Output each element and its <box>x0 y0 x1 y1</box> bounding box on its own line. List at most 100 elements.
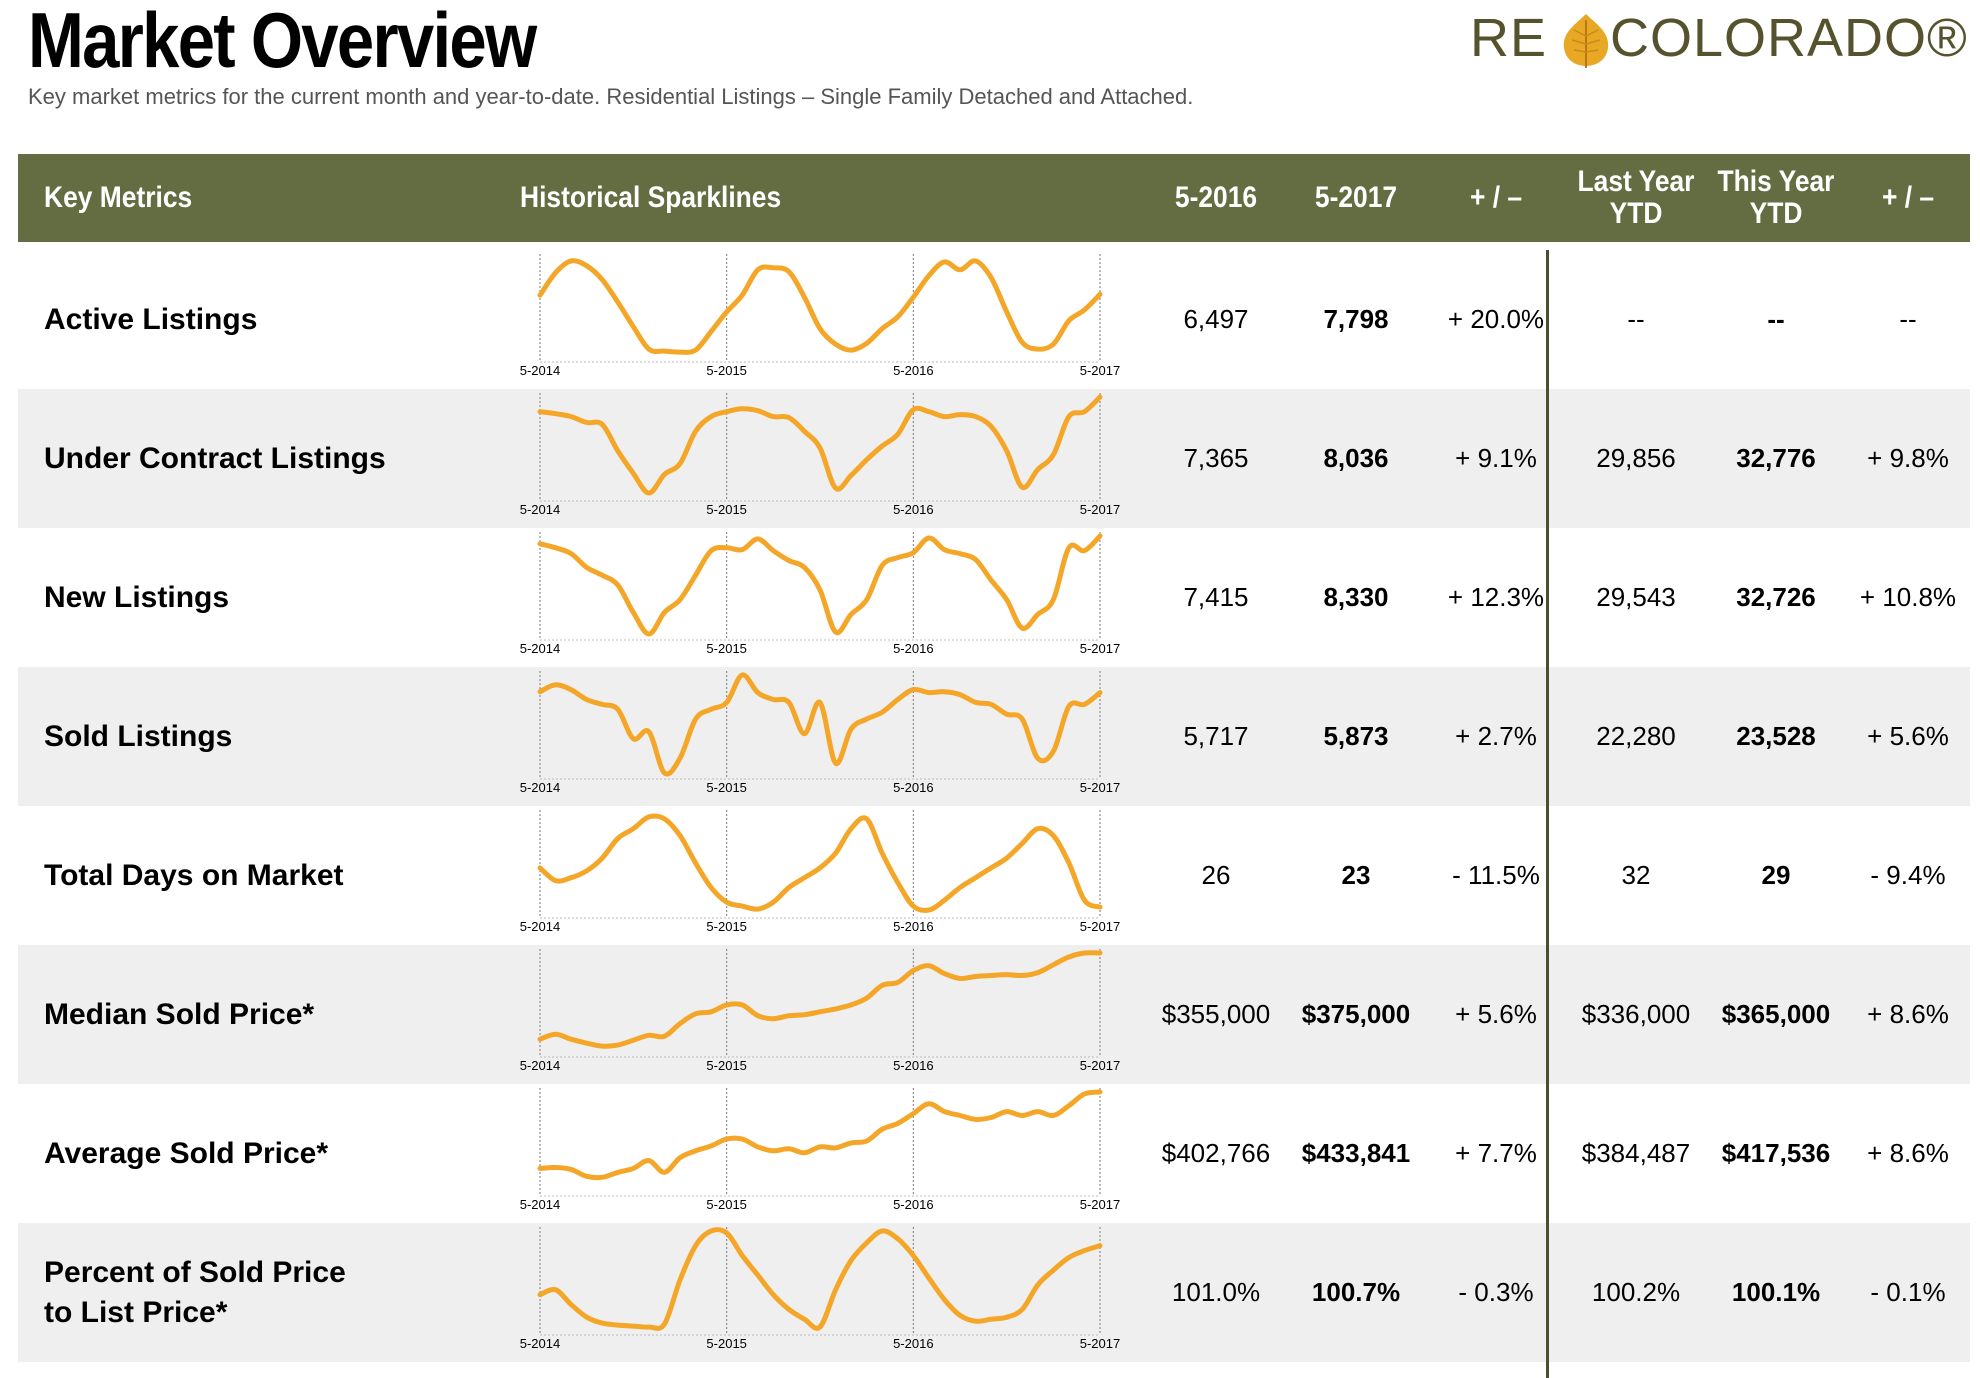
metric-label: Total Days on Market <box>44 858 344 892</box>
value-ytd-change: + 10.8% <box>1859 582 1957 612</box>
value-5-2016: 26 <box>1201 860 1231 890</box>
value-last-year-ytd: -- <box>1627 304 1645 334</box>
value-5-2016: 5,717 <box>1183 721 1249 751</box>
metric-label: Percent of Sold Price to List Price* <box>44 1255 346 1329</box>
col-5-2016: 5-2016 <box>1174 181 1258 214</box>
value-5-2016: $402,766 <box>1161 1138 1271 1168</box>
value-ytd-change: + 9.8% <box>1867 443 1949 473</box>
col-historical-sparklines: Historical Sparklines <box>520 181 782 214</box>
value-5-2017: $433,841 <box>1301 1138 1411 1168</box>
value-this-year-ytd: 32,776 <box>1736 443 1816 473</box>
sparkline-chart: 5-2014 5-2015 5-2016 5-2017 <box>520 810 1120 934</box>
value-this-year-ytd: 100.1% <box>1731 1277 1821 1307</box>
value-5-2017: 23 <box>1341 860 1371 890</box>
sparkline-series-line <box>537 813 1103 913</box>
sparkline-chart: 5-2014 5-2015 5-2016 5-2017 <box>520 393 1120 517</box>
value-this-year-ytd: 29 <box>1761 860 1791 890</box>
sparkline-series-line <box>537 1089 1103 1181</box>
value-this-year-ytd: 32,726 <box>1736 582 1816 612</box>
value-ytd-change: - 9.4% <box>1870 860 1946 890</box>
value-change: - 0.3% <box>1458 1277 1534 1307</box>
value-last-year-ytd: 29,543 <box>1596 582 1676 612</box>
metric-label: Sold Listings <box>44 719 233 753</box>
metric-label: Average Sold Price* <box>44 1136 329 1170</box>
sparkline-series-line <box>537 394 1103 496</box>
value-ytd-change: + 5.6% <box>1867 721 1949 751</box>
value-5-2017: 100.7% <box>1311 1277 1401 1307</box>
value-5-2016: 6,497 <box>1183 304 1249 334</box>
metric-label: New Listings <box>44 580 230 614</box>
sparkline-tick-label: 5-2014 <box>520 1197 560 1212</box>
sparkline-chart: 5-2014 5-2015 5-2016 5-2017 <box>520 1227 1120 1351</box>
sparkline-tick-label: 5-2016 <box>893 1197 933 1212</box>
value-this-year-ytd: $417,536 <box>1721 1138 1831 1168</box>
logo-text-colorado: COLORADO® <box>1610 8 1968 68</box>
sparkline-tick-label: 5-2014 <box>520 780 560 795</box>
value-5-2016: 7,415 <box>1183 582 1249 612</box>
metric-row: New Listings 5-2014 5-2015 5-2016 5-2017 7,41… <box>18 528 1970 667</box>
table-header: Key Metrics Historical Sparklines 5-2016… <box>18 154 1970 242</box>
sparkline-tick-label: 5-2014 <box>520 1336 560 1351</box>
value-change: + 20.0% <box>1447 304 1545 334</box>
sparkline-tick-label: 5-2016 <box>893 1336 933 1351</box>
metric-label: Median Sold Price* <box>44 997 315 1031</box>
value-last-year-ytd: 29,856 <box>1596 443 1676 473</box>
sparkline-tick-label: 5-2015 <box>706 780 746 795</box>
sparkline-tick-label: 5-2016 <box>893 641 933 656</box>
col-key-metrics: Key Metrics <box>44 181 193 214</box>
value-change: + 5.6% <box>1455 999 1537 1029</box>
metric-row: Median Sold Price* 5-2014 5-2015 5-2016 5-20… <box>18 945 1970 1084</box>
sparkline-chart: 5-2014 5-2015 5-2016 5-2017 <box>520 254 1120 378</box>
value-last-year-ytd: 22,280 <box>1596 721 1676 751</box>
metric-label: Active Listings <box>44 302 258 336</box>
value-5-2017: 7,798 <box>1323 304 1389 334</box>
sparkline-tick-label: 5-2015 <box>706 919 746 934</box>
col-change: + / – <box>1469 181 1523 214</box>
col-ytd-change: + / – <box>1881 181 1935 214</box>
sparkline-tick-label: 5-2017 <box>1080 502 1120 517</box>
value-5-2016: 101.0% <box>1171 1277 1261 1307</box>
sparkline-series-line <box>537 1227 1103 1331</box>
value-change: + 7.7% <box>1455 1138 1537 1168</box>
value-ytd-change: + 8.6% <box>1867 1138 1949 1168</box>
aspen-leaf-icon <box>1563 14 1609 68</box>
sparkline-series-line <box>537 672 1103 777</box>
page-subtitle: Key market metrics for the current month… <box>28 84 1194 109</box>
sparkline-tick-label: 5-2014 <box>520 641 560 656</box>
sparkline-tick-label: 5-2017 <box>1080 363 1120 378</box>
value-5-2016: 7,365 <box>1183 443 1249 473</box>
page-title: Market Overview <box>28 0 537 84</box>
value-last-year-ytd: $336,000 <box>1581 999 1691 1029</box>
sparkline-tick-label: 5-2014 <box>520 919 560 934</box>
value-5-2017: $375,000 <box>1301 999 1411 1029</box>
sparkline-tick-label: 5-2016 <box>893 780 933 795</box>
sparkline-series-line <box>537 258 1103 355</box>
sparkline-tick-label: 5-2015 <box>706 641 746 656</box>
sparkline-tick-label: 5-2017 <box>1080 1197 1120 1212</box>
value-5-2017: 5,873 <box>1323 721 1389 751</box>
metric-row: Under Contract Listings 5-2014 5-2015 5-201… <box>18 389 1970 528</box>
value-change: + 9.1% <box>1455 443 1537 473</box>
sparkline-series-line <box>537 950 1103 1049</box>
sparkline-tick-label: 5-2014 <box>520 502 560 517</box>
col-last-year-ytd: Last Year YTD <box>1577 165 1695 230</box>
value-this-year-ytd: 23,528 <box>1736 721 1816 751</box>
sparkline-tick-label: 5-2017 <box>1080 1336 1120 1351</box>
sparkline-tick-label: 5-2017 <box>1080 919 1120 934</box>
metric-row: Percent of Sold Price to List Price* 5-20… <box>18 1223 1970 1362</box>
sparkline-tick-label: 5-2017 <box>1080 780 1120 795</box>
value-change: + 2.7% <box>1455 721 1537 751</box>
sparkline-tick-label: 5-2015 <box>706 1058 746 1073</box>
sparkline-tick-label: 5-2015 <box>706 502 746 517</box>
sparkline-tick-label: 5-2016 <box>893 919 933 934</box>
value-ytd-change: - 0.1% <box>1870 1277 1946 1307</box>
sparkline-tick-label: 5-2014 <box>520 1058 560 1073</box>
sparkline-tick-label: 5-2015 <box>706 1336 746 1351</box>
sparkline-tick-label: 5-2017 <box>1080 641 1120 656</box>
col-this-year-ytd: This Year YTD <box>1717 165 1835 230</box>
sparkline-tick-label: 5-2015 <box>706 1197 746 1212</box>
sparkline-tick-label: 5-2016 <box>893 502 933 517</box>
recolorado-logo: RE COLORADO® <box>1470 8 1970 68</box>
sparkline-chart: 5-2014 5-2015 5-2016 5-2017 <box>520 949 1120 1073</box>
metric-label: Under Contract Listings <box>44 441 386 475</box>
